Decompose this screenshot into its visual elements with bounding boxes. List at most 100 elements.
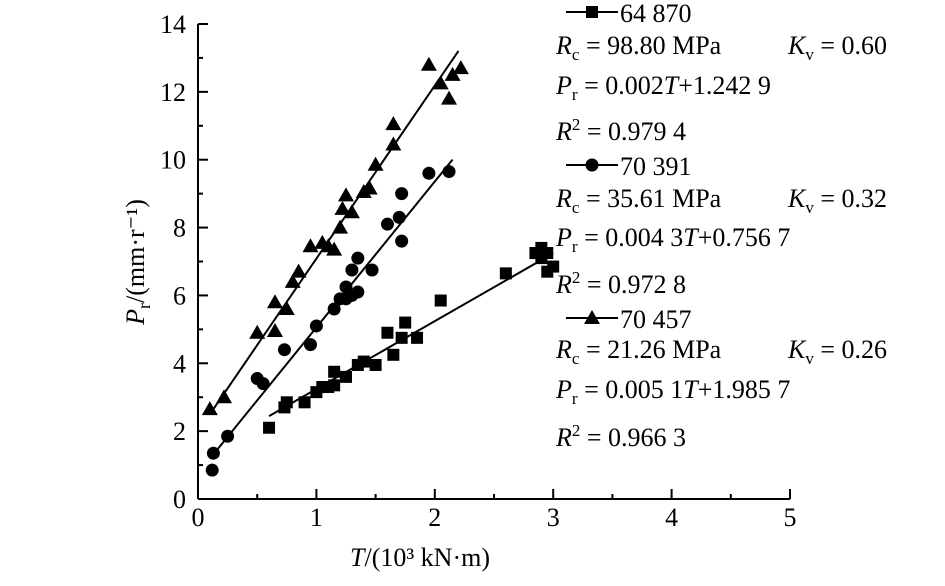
legend-entry-circle: 70 391 Rc = 35.61 MPa Kv = 0.32 Pr = 0.004 … (555, 152, 887, 299)
data-point (326, 241, 343, 256)
legend-rc: Rc = 21.26 MPa (555, 335, 722, 368)
data-point (328, 379, 341, 392)
legend-rc: Rc = 98.80 MPa (555, 31, 722, 64)
y-axis-label: Pr/(mm·r⁻¹) (121, 199, 154, 326)
legend-marker (584, 310, 600, 324)
data-point (345, 263, 359, 277)
legend-kv: Kv = 0.32 (787, 184, 887, 217)
y-tick-label: 10 (160, 146, 186, 175)
data-point (221, 429, 235, 443)
data-point (541, 247, 554, 260)
x-tick-label: 5 (784, 503, 797, 532)
y-tick-label: 8 (173, 214, 186, 243)
data-point (387, 348, 400, 361)
series-circle (205, 159, 456, 477)
x-tick-label: 1 (310, 503, 323, 532)
data-point (290, 263, 307, 278)
data-point (343, 204, 360, 219)
data-point (420, 56, 437, 71)
legend-kv: Kv = 0.26 (787, 335, 887, 368)
data-point (365, 263, 379, 277)
legend-r2: R2 = 0.966 3 (555, 421, 686, 452)
data-point (395, 187, 409, 201)
data-point (399, 316, 412, 329)
data-point (385, 136, 402, 151)
y-tick-label: 12 (160, 78, 186, 107)
data-point (367, 156, 384, 171)
data-point (392, 210, 406, 224)
x-tick-label: 3 (547, 503, 560, 532)
legend-r2: R2 = 0.972 8 (555, 268, 686, 299)
data-point (298, 396, 311, 409)
legend-series-name: 64 870 (620, 0, 692, 28)
y-tick-label: 0 (173, 485, 186, 514)
data-point (499, 267, 512, 280)
data-point (452, 60, 469, 75)
legend-marker (585, 158, 599, 172)
data-point (278, 301, 295, 315)
data-point (280, 396, 293, 409)
data-point (338, 187, 354, 202)
data-point (357, 355, 370, 368)
data-point (547, 260, 560, 273)
data-point (395, 234, 409, 248)
data-point (351, 285, 365, 299)
data-point (422, 166, 436, 180)
legend-equation: Pr = 0.004 3T+0.756 7 (555, 223, 790, 256)
data-point (351, 251, 365, 265)
legend-rc: Rc = 35.61 MPa (555, 184, 722, 217)
data-point (205, 463, 219, 477)
data-point (303, 338, 317, 352)
x-tick-label: 4 (665, 503, 678, 532)
data-point (334, 200, 351, 215)
data-point (340, 370, 352, 383)
data-point (263, 421, 276, 434)
plot-area (201, 50, 560, 477)
legend-equation: Pr = 0.005 1T+1.985 7 (555, 375, 790, 408)
series-triangle (201, 50, 469, 416)
x-axis-label: T/(10³ kN·m) (350, 543, 490, 572)
legend-r2: R2 = 0.979 4 (555, 115, 686, 146)
legend-entry-square: 64 870 Rc = 98.80 MPa Kv = 0.60 Pr = 0.002T… (555, 0, 887, 146)
data-point (432, 75, 449, 90)
data-point (266, 294, 283, 309)
data-point (216, 389, 233, 404)
y-tick-label: 2 (173, 417, 186, 446)
data-point (395, 331, 408, 344)
data-point (327, 302, 341, 316)
data-point (277, 343, 291, 357)
data-point (206, 446, 220, 460)
data-point (328, 365, 341, 378)
data-point (434, 294, 447, 307)
data-point (332, 219, 349, 234)
series-square (263, 241, 560, 434)
legend-marker (586, 6, 598, 18)
legend: 64 870 Rc = 98.80 MPa Kv = 0.60 Pr = 0.002T… (555, 0, 887, 452)
y-tick-label: 4 (173, 349, 186, 378)
data-point (249, 324, 266, 339)
data-point (381, 326, 394, 339)
data-point (385, 116, 402, 131)
data-point (302, 238, 319, 253)
data-point (266, 323, 283, 338)
data-point (284, 273, 301, 288)
data-point (444, 66, 461, 81)
legend-series-name: 70 457 (620, 305, 692, 334)
x-tick-label: 2 (428, 503, 441, 532)
data-point (411, 331, 424, 344)
legend-kv: Kv = 0.60 (787, 31, 887, 64)
data-point (361, 180, 378, 195)
data-point (369, 358, 382, 371)
data-point (256, 377, 270, 391)
data-point (442, 165, 456, 179)
data-point (309, 319, 323, 333)
x-tick-label: 0 (192, 503, 205, 532)
legend-equation: Pr = 0.002T+1.242 9 (555, 71, 771, 104)
y-tick-label: 14 (160, 10, 186, 39)
legend-series-name: 70 391 (620, 152, 692, 181)
data-point (201, 401, 218, 416)
data-point (380, 217, 394, 231)
